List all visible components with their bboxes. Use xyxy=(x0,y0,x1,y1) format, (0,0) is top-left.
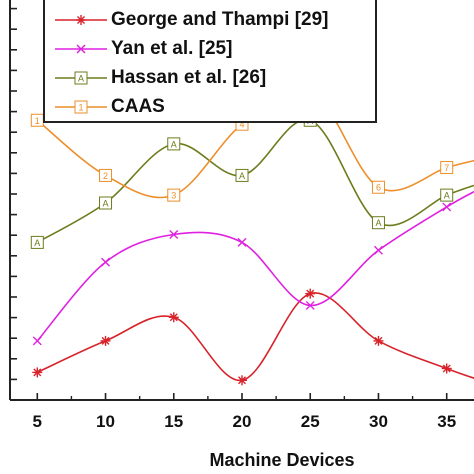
data-point: A xyxy=(99,196,113,210)
legend-swatch-hassan: A xyxy=(55,71,107,85)
svg-text:1: 1 xyxy=(35,116,40,126)
data-point xyxy=(32,336,42,346)
data-point: 2 xyxy=(99,168,113,182)
legend-marker: 1 xyxy=(74,100,88,114)
x-tick-label: 25 xyxy=(300,412,320,431)
legend-marker xyxy=(76,15,86,25)
legend-marker xyxy=(76,44,86,54)
data-point: A xyxy=(167,137,181,151)
data-point xyxy=(441,363,452,374)
data-point xyxy=(32,367,43,378)
data-point: A xyxy=(440,188,454,202)
legend-item-caas: 1 CAAS xyxy=(45,94,375,120)
legend-swatch-george-thampi xyxy=(55,15,107,25)
svg-text:A: A xyxy=(171,139,177,149)
legend-label-caas: CAAS xyxy=(111,96,165,117)
x-tick-label: 20 xyxy=(232,412,252,431)
data-point xyxy=(101,257,111,267)
legend-swatch-caas: 1 xyxy=(55,100,107,114)
data-point xyxy=(237,375,247,386)
data-point xyxy=(442,202,452,212)
svg-text:2: 2 xyxy=(103,171,108,181)
data-point xyxy=(169,230,179,240)
legend-label-yan: Yan et al. [25] xyxy=(111,38,233,59)
svg-text:A: A xyxy=(375,218,381,228)
svg-text:A: A xyxy=(34,238,40,248)
svg-text:3: 3 xyxy=(171,191,176,201)
legend-swatch-yan xyxy=(55,44,107,54)
svg-text:4: 4 xyxy=(239,120,244,130)
data-point: A xyxy=(235,168,249,182)
legend-marker: A xyxy=(74,71,88,85)
legend-item-yan: Yan et al. [25] xyxy=(45,36,375,62)
x-tick-label: 10 xyxy=(96,412,115,431)
series-lines xyxy=(36,85,474,382)
x-axis-title: Machine Devices xyxy=(209,450,355,470)
svg-text:6: 6 xyxy=(376,183,381,193)
svg-text:7: 7 xyxy=(444,163,449,173)
legend-item-george-thampi: George and Thampi [29] xyxy=(45,7,375,33)
data-point xyxy=(373,245,383,255)
legend-label-hassan: Hassan et al. [26] xyxy=(111,67,267,88)
x-tick-label: 30 xyxy=(369,412,388,431)
svg-text:A: A xyxy=(444,191,450,201)
data-point: 1 xyxy=(30,113,44,127)
data-point xyxy=(305,288,316,299)
legend-item-hassan: A Hassan et al. [26] xyxy=(45,65,375,91)
data-point: 3 xyxy=(167,188,181,202)
x-tick-label: 15 xyxy=(164,412,184,431)
data-point xyxy=(373,335,384,346)
data-point: 7 xyxy=(440,161,454,175)
data-point: A xyxy=(30,235,44,249)
series-markers: AAAAAAA1234567 xyxy=(30,82,454,386)
svg-text:A: A xyxy=(78,74,84,84)
data-point xyxy=(305,300,315,310)
data-point xyxy=(237,237,247,247)
svg-text:A: A xyxy=(239,171,245,181)
series-line xyxy=(36,118,474,244)
svg-text:A: A xyxy=(103,199,109,209)
data-point xyxy=(100,335,111,346)
data-point: A xyxy=(371,216,385,230)
x-tick-label: 35 xyxy=(437,412,457,431)
axes xyxy=(9,0,474,401)
x-tick-label: 5 xyxy=(32,412,43,431)
data-point: 6 xyxy=(371,180,385,194)
series-line xyxy=(36,292,474,382)
legend-label-george-thampi: George and Thampi [29] xyxy=(111,9,329,30)
data-point xyxy=(168,312,179,323)
svg-text:1: 1 xyxy=(78,103,83,113)
legend: George and Thampi [29] Yan et al. [25] A… xyxy=(43,0,377,123)
